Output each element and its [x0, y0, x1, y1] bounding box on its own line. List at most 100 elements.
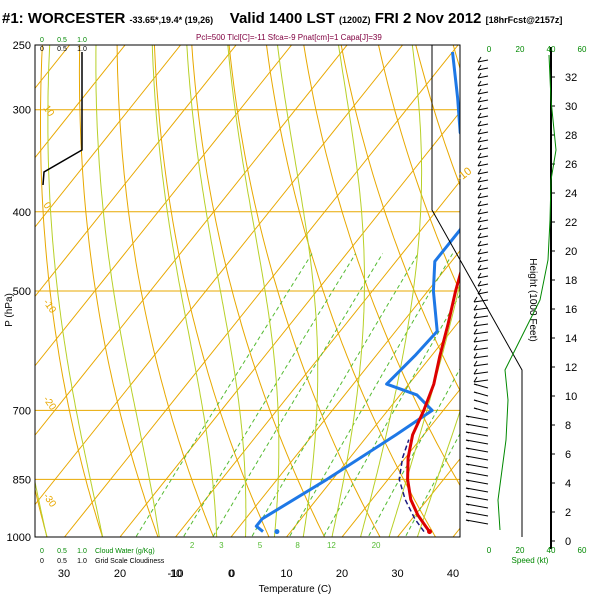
cloud-cover-tick-top: 0.5: [57, 37, 67, 44]
mixing-ratio-line: [251, 253, 419, 537]
grid-cloud-label: Grid Scale Cloudiness: [95, 558, 165, 565]
isotherm-line: [35, 45, 181, 228]
wind-barb-flag: [477, 96, 482, 103]
wind-barb-flag: [465, 511, 470, 514]
wind-barb-flag: [477, 184, 482, 191]
moist-adiabat: [227, 45, 280, 537]
pressure-tick-label: 400: [13, 207, 31, 219]
height-tick-label: 2: [565, 507, 571, 519]
plot-frame: [34, 44, 461, 538]
wind-barb-flag: [473, 399, 478, 402]
wind-barb: [477, 99, 489, 103]
dry-adiabat: [35, 487, 48, 537]
wind-barb-flag: [473, 383, 478, 386]
parcel-trace: [398, 439, 425, 533]
dry-adiabat: [340, 45, 460, 392]
height-tick-label: 28: [565, 130, 577, 142]
wind-barb: [477, 147, 489, 151]
wind-barb: [477, 91, 489, 95]
wind-barb: [465, 455, 489, 461]
mixing-ratio-label: 8: [295, 541, 300, 550]
wind-barb-flag: [477, 168, 482, 175]
wind-barb: [477, 155, 489, 159]
wind-barb: [473, 347, 489, 351]
cloud-cover-tick-bottom: 0: [40, 548, 44, 555]
mixing-ratio-label: 5: [258, 541, 263, 550]
cloud-cover-tick-top: 1.0: [77, 37, 87, 44]
wind-panel-boundary: [431, 45, 523, 537]
surface-temperature-point: [427, 529, 433, 535]
wind-barb-flag: [477, 280, 482, 287]
cloud-water-tick-label: 20: [114, 568, 126, 580]
wind-barb-flag: [477, 152, 482, 159]
cloud-cover-tick-top-alt: 1.0: [77, 46, 87, 53]
pressure-tick-label: 1000: [7, 532, 31, 544]
cloud-water-tick-label: 30: [58, 568, 70, 580]
wind-speed-tick-bottom: 60: [578, 546, 587, 555]
height-tick-label: 6: [565, 449, 571, 461]
dry-adiabat: [377, 45, 460, 293]
wind-barb-flag: [473, 296, 478, 303]
wind-barb: [465, 487, 489, 493]
wind-barb-flag: [473, 344, 478, 351]
wind-barb: [477, 203, 489, 207]
wind-barb: [477, 187, 489, 191]
height-tick-label: 20: [565, 246, 577, 258]
wind-barb: [477, 235, 489, 239]
cloud-cover-tick-bottom-alt: 0: [40, 558, 44, 565]
chart-title: #1: WORCESTER -33.65*,19.4* (19,26) Vali…: [2, 10, 562, 27]
wind-barb-flag: [477, 256, 482, 263]
sounding-profiles: [254, 51, 460, 535]
wind-barb-flag: [477, 72, 482, 79]
wind-barb-flag: [473, 407, 478, 410]
skewt-grid: [35, 45, 460, 537]
wind-barb: [465, 495, 489, 501]
wind-barb-flag: [465, 479, 470, 482]
wind-barb-flag: [465, 439, 470, 442]
wind-speed-tick-bottom: 20: [516, 546, 525, 555]
isotherm-line: [175, 180, 460, 537]
wind-barb-flag: [473, 304, 478, 311]
dry-adiabat: [228, 45, 381, 537]
wind-barb-flag: [477, 216, 482, 223]
mixing-ratio-line: [135, 253, 313, 537]
isotherm-line: [64, 45, 459, 537]
temperature-tick-label: 40: [447, 568, 459, 580]
wind-barb: [477, 211, 489, 215]
wind-barb-flag: [477, 160, 482, 167]
wind-barb: [477, 75, 489, 79]
mixing-ratio-label: 20: [372, 541, 381, 550]
cloud-cover-tick-top-alt: 0.5: [57, 46, 67, 53]
wind-barb-flag: [477, 80, 482, 87]
wind-barb: [473, 355, 489, 359]
cloud-cover-trace: [42, 52, 83, 186]
dry-adiabat: [153, 45, 270, 537]
mixing-ratio-line: [404, 432, 460, 537]
isotherm-line: [452, 527, 460, 537]
wind-barb: [473, 379, 489, 383]
wind-barb: [477, 291, 489, 295]
wind-barb: [477, 179, 489, 183]
wind-barb: [465, 479, 489, 485]
wind-barb-flag: [477, 64, 482, 71]
wind-barb: [473, 371, 489, 375]
moist-adiabat: [331, 45, 365, 537]
dry-adiabat: [40, 45, 104, 537]
wind-barb-flag: [477, 208, 482, 215]
wind-barb-flag: [473, 391, 478, 394]
moist-adiabat: [47, 45, 104, 537]
wind-barb-flag: [465, 415, 470, 418]
wind-barb-flag: [465, 447, 470, 450]
isotherm-line: [35, 45, 403, 506]
wind-barb-flag: [465, 463, 470, 466]
station-coords: -33.65*,19.4* (19,26): [129, 15, 214, 25]
pressure-tick-label: 250: [13, 40, 31, 52]
wind-barb-flag: [477, 136, 482, 143]
x-axis-label: Temperature (C): [259, 584, 332, 595]
wind-barb: [477, 171, 489, 175]
pressure-tick-label: 300: [13, 105, 31, 117]
wind-barb-flag: [477, 56, 482, 63]
isotherm-line: [35, 45, 237, 298]
